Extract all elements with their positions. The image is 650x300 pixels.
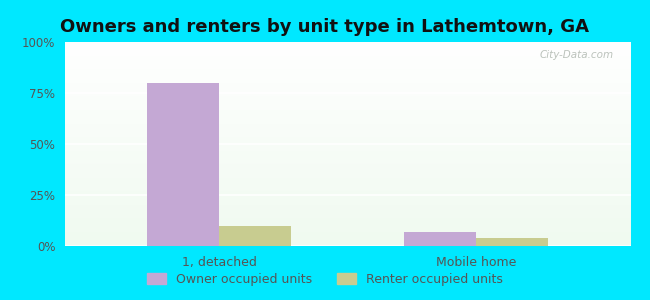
Text: Owners and renters by unit type in Lathemtown, GA: Owners and renters by unit type in Lathe… bbox=[60, 18, 590, 36]
Bar bbox=[219, 226, 291, 246]
Text: City-Data.com: City-Data.com bbox=[540, 50, 614, 60]
Legend: Owner occupied units, Renter occupied units: Owner occupied units, Renter occupied un… bbox=[142, 268, 508, 291]
Bar bbox=[148, 83, 219, 246]
Bar bbox=[476, 238, 548, 246]
Bar bbox=[404, 232, 476, 246]
